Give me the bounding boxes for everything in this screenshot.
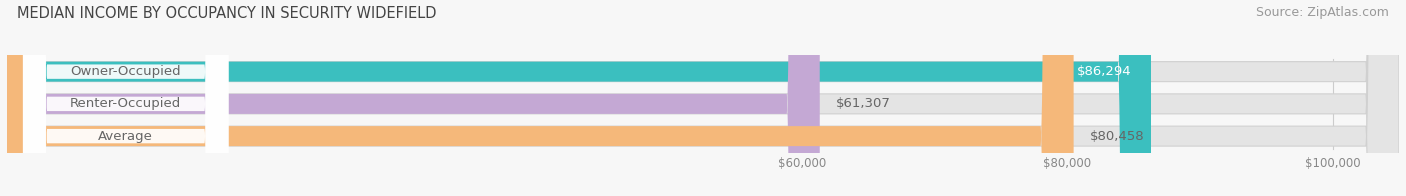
Text: $61,307: $61,307 xyxy=(835,97,890,110)
FancyBboxPatch shape xyxy=(22,0,228,196)
FancyBboxPatch shape xyxy=(7,0,1399,196)
Text: $80,458: $80,458 xyxy=(1090,130,1144,143)
FancyBboxPatch shape xyxy=(7,0,1399,196)
Text: Owner-Occupied: Owner-Occupied xyxy=(70,65,181,78)
Text: MEDIAN INCOME BY OCCUPANCY IN SECURITY WIDEFIELD: MEDIAN INCOME BY OCCUPANCY IN SECURITY W… xyxy=(17,6,436,21)
Text: Source: ZipAtlas.com: Source: ZipAtlas.com xyxy=(1256,6,1389,19)
Text: Renter-Occupied: Renter-Occupied xyxy=(70,97,181,110)
FancyBboxPatch shape xyxy=(7,0,1152,196)
Text: $86,294: $86,294 xyxy=(1077,65,1130,78)
FancyBboxPatch shape xyxy=(7,0,820,196)
FancyBboxPatch shape xyxy=(22,0,228,196)
FancyBboxPatch shape xyxy=(22,0,228,196)
FancyBboxPatch shape xyxy=(7,0,1074,196)
FancyBboxPatch shape xyxy=(7,0,1399,196)
Text: Average: Average xyxy=(98,130,153,143)
